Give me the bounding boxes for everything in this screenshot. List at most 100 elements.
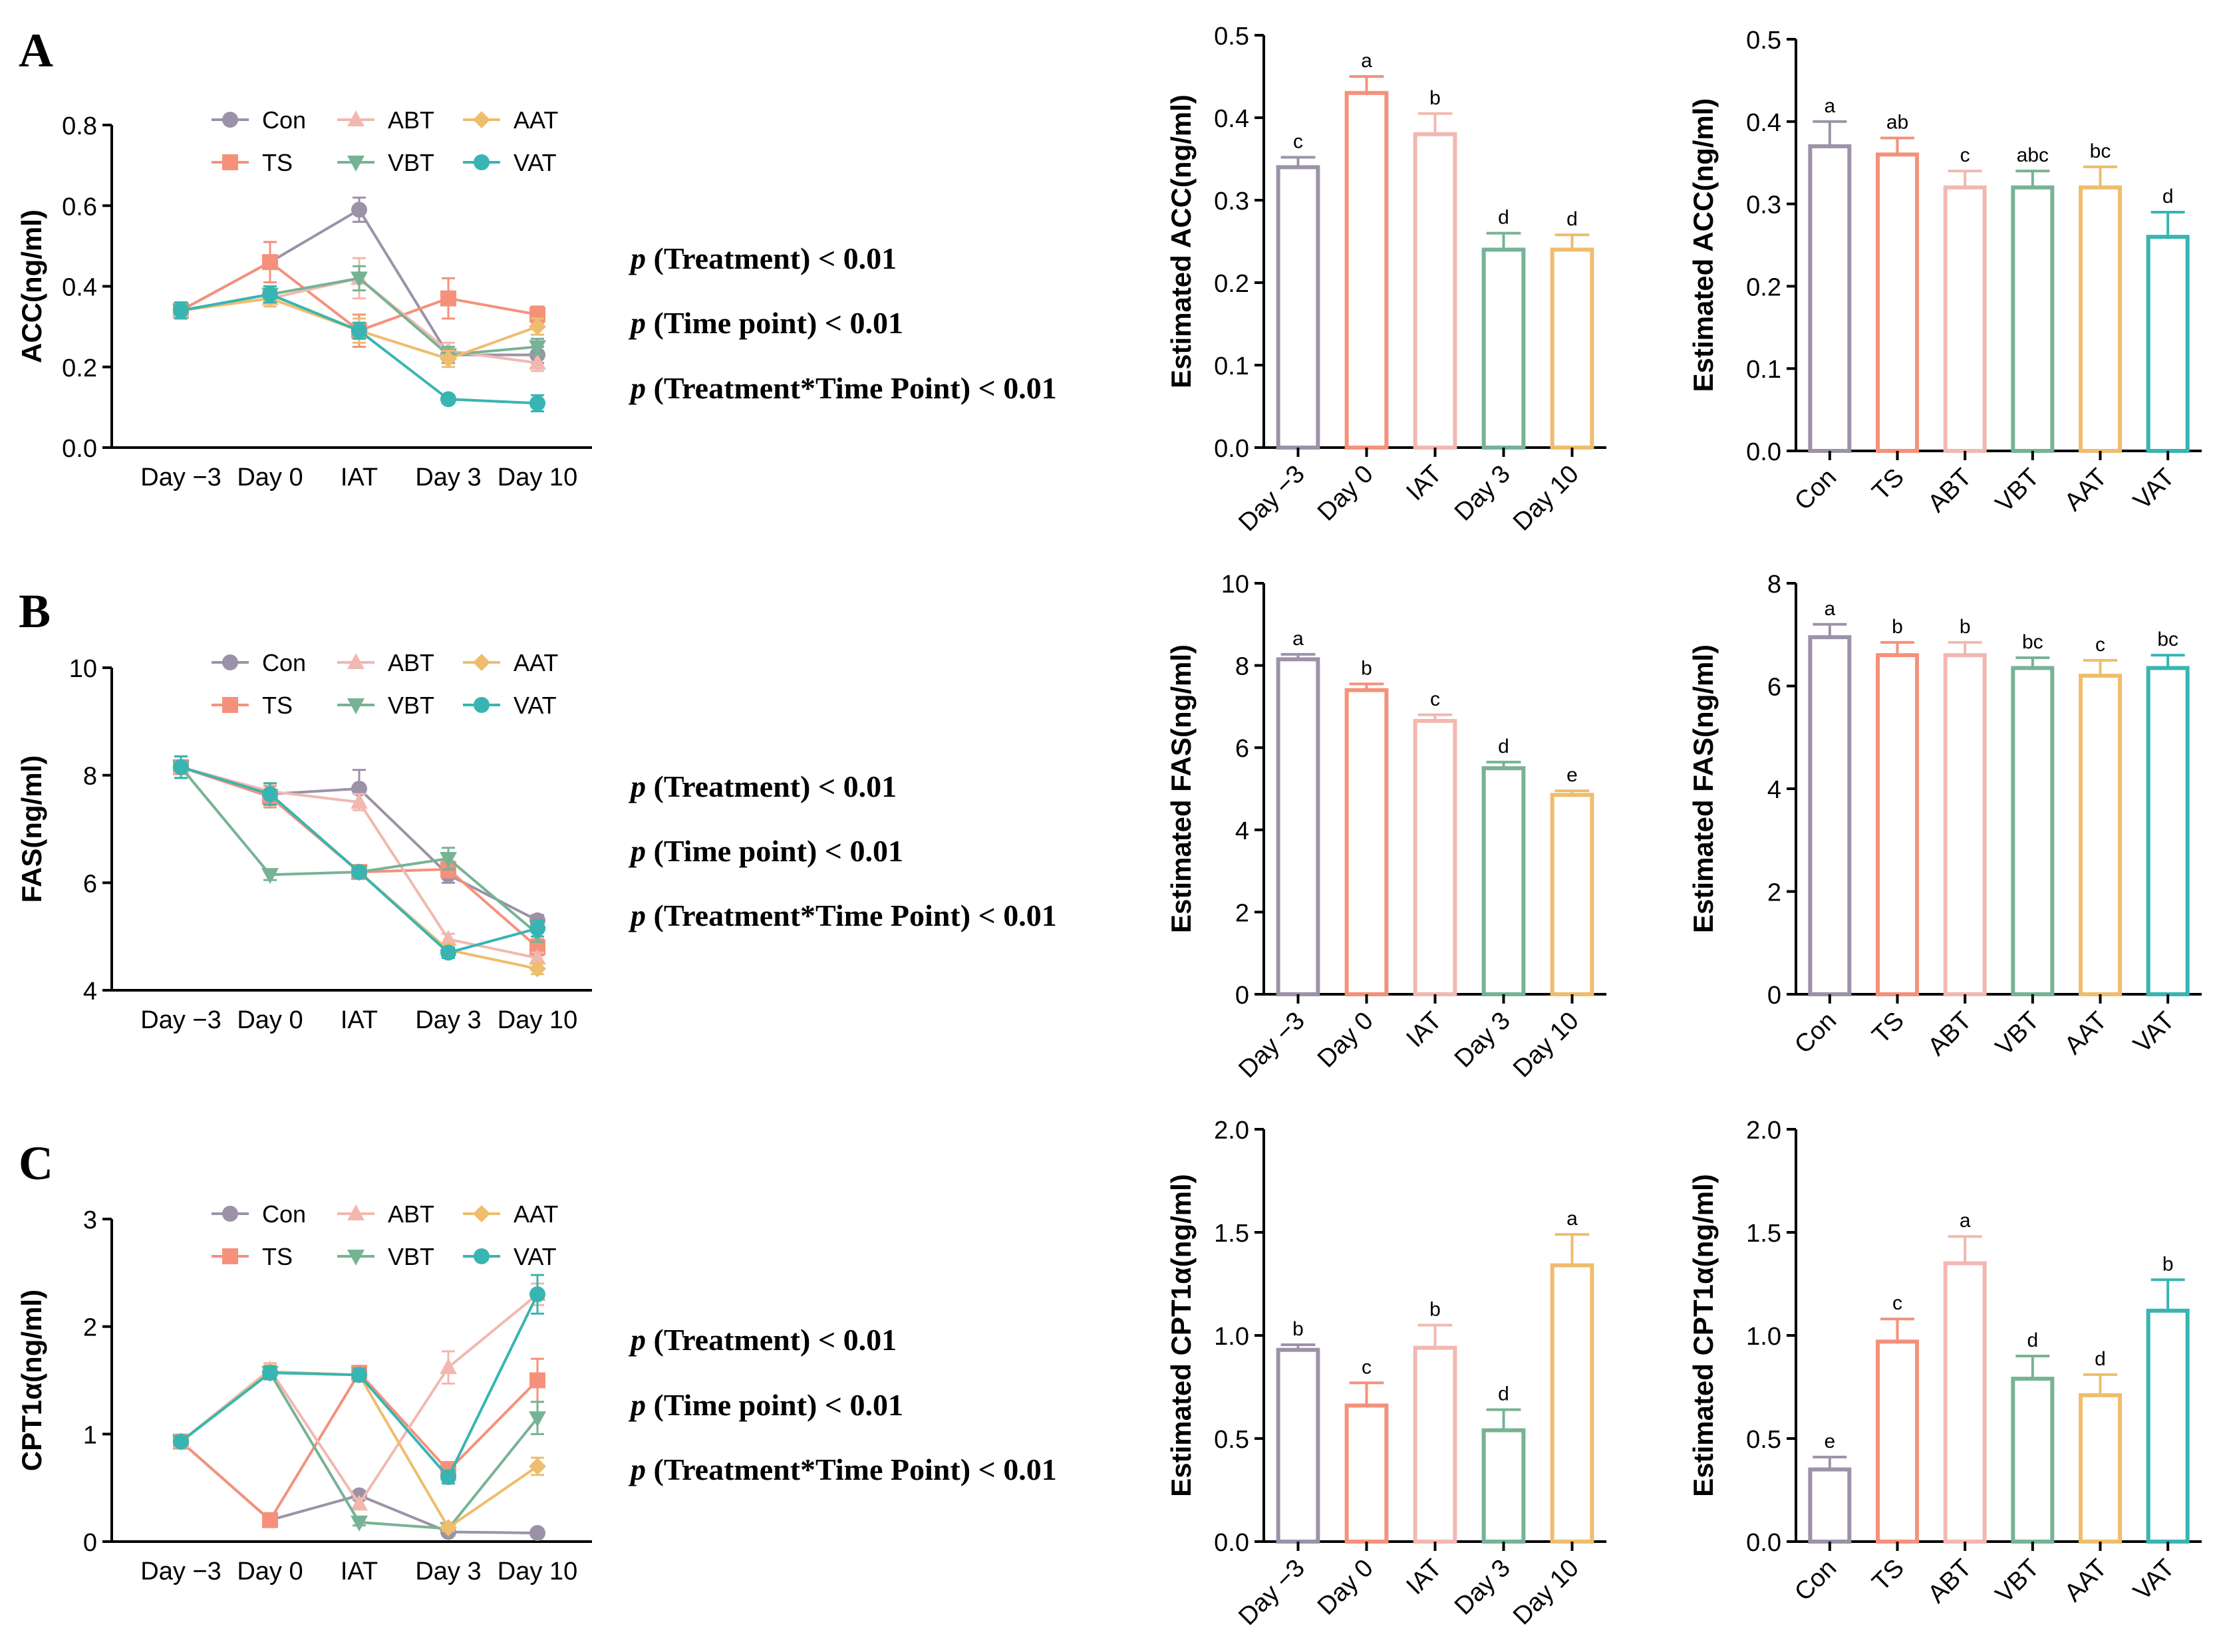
significance-letter: c bbox=[1362, 1356, 1372, 1378]
A-line-ytick-label: 0.6 bbox=[62, 193, 97, 221]
C-time-ytick-label: 1.5 bbox=[1214, 1220, 1249, 1248]
C-time-bar bbox=[1550, 1263, 1594, 1544]
C-time-bar bbox=[1344, 1403, 1389, 1544]
significance-letter: c bbox=[1430, 688, 1440, 710]
marker-aat bbox=[473, 1205, 490, 1222]
B-line-ytick-label: 6 bbox=[83, 870, 97, 898]
marker-vat bbox=[440, 1469, 456, 1485]
marker-vbt bbox=[347, 698, 365, 714]
C-trt-ylabel: Estimated CPT1α(ng/ml) bbox=[1688, 1174, 1719, 1497]
marker-vat bbox=[173, 302, 189, 319]
B-trt-xtick-label: AAT bbox=[2059, 1007, 2113, 1060]
C-trt-bar bbox=[2146, 1308, 2190, 1544]
B-time-ytick-label: 4 bbox=[1235, 817, 1249, 845]
C-trt-bar bbox=[2011, 1377, 2055, 1544]
significance-letter: b bbox=[1429, 1299, 1441, 1321]
marker-vbt bbox=[529, 1411, 546, 1428]
C-line-xtick-label: Day 10 bbox=[498, 1558, 577, 1585]
A-trt-bar bbox=[2079, 185, 2122, 453]
marker-ts bbox=[529, 1372, 545, 1389]
A-line-ytick-label: 0.4 bbox=[62, 274, 97, 302]
legend-label-abt: ABT bbox=[388, 649, 434, 676]
B-trt-xtick-label: VBT bbox=[1990, 1007, 2045, 1061]
significance-letter: c bbox=[1293, 131, 1303, 153]
A-time-xtick-label: IAT bbox=[1401, 460, 1447, 507]
marker-vat bbox=[173, 1433, 189, 1450]
B-line-xtick-label: Day −3 bbox=[140, 1006, 221, 1034]
marker-abt bbox=[529, 948, 546, 965]
A-line-ytick-label: 0.8 bbox=[62, 112, 97, 140]
legend-label-ts: TS bbox=[262, 149, 293, 176]
marker-con bbox=[222, 654, 238, 670]
C-trt-bar bbox=[1943, 1261, 1987, 1544]
C-trt-bar bbox=[1808, 1467, 1852, 1544]
marker-vat bbox=[440, 944, 456, 961]
C-trt-chart: 0.0 0.5 1.0 1.5 2.0 Estimated CPT1α(ng/ml) e Co… bbox=[1688, 1117, 2202, 1609]
A-trt-chart: 0.0 0.1 0.2 0.3 0.4 0.5 Estimated ACC(ng/ml) a C… bbox=[1688, 27, 2202, 518]
marker-vat bbox=[262, 1365, 278, 1381]
significance-letter: e bbox=[1566, 764, 1578, 786]
A-time-ytick-label: 0.3 bbox=[1214, 188, 1249, 215]
legend-label-ts: TS bbox=[262, 692, 293, 719]
C-line-legend: Con ABT AAT TS VBT VAT bbox=[212, 1200, 558, 1270]
B-trt-xtick-label: ABT bbox=[1923, 1007, 1978, 1061]
B-time-ytick-label: 10 bbox=[1221, 571, 1249, 599]
legend-label-vbt: VBT bbox=[388, 692, 434, 719]
marker-ts bbox=[262, 254, 278, 271]
A-trt-ytick-label: 0.4 bbox=[1746, 109, 1781, 137]
C-trt-xtick-label: TS bbox=[1867, 1554, 1910, 1597]
A-trt-ytick-label: 0.2 bbox=[1746, 273, 1781, 301]
panel-letter-b: B bbox=[19, 585, 51, 638]
significance-letter: d bbox=[1498, 1383, 1509, 1405]
marker-con bbox=[351, 780, 367, 797]
marker-vat bbox=[529, 920, 545, 937]
marker-abt bbox=[440, 1358, 457, 1375]
C-trt-bar bbox=[1876, 1339, 1919, 1544]
legend-label-con: Con bbox=[262, 1200, 306, 1228]
C-trt-ytick-label: 0.0 bbox=[1746, 1529, 1781, 1557]
significance-letter: b bbox=[2162, 1253, 2174, 1275]
panel-letter-a: A bbox=[19, 24, 53, 77]
marker-vat bbox=[474, 697, 490, 713]
marker-con bbox=[529, 1525, 545, 1542]
significance-letter: bc bbox=[2157, 628, 2178, 650]
A-line-legend: Con ABT AAT TS VBT VAT bbox=[212, 106, 558, 176]
A-time-bar bbox=[1481, 247, 1526, 450]
marker-abt bbox=[347, 110, 365, 126]
A-line-xtick-label: Day 3 bbox=[415, 464, 481, 491]
stat-A-treatment: p (Treatment) < 0.01 bbox=[631, 241, 897, 275]
C-trt-bar bbox=[2079, 1393, 2122, 1544]
C-trt-xtick-label: AAT bbox=[2059, 1554, 2113, 1607]
stat-C-treatment: p (Treatment) < 0.01 bbox=[631, 1323, 897, 1357]
marker-vbt bbox=[351, 1515, 368, 1532]
marker-abt bbox=[351, 793, 368, 809]
C-trt-ytick-label: 0.5 bbox=[1746, 1426, 1781, 1454]
B-trt-xtick-label: TS bbox=[1867, 1007, 1910, 1049]
significance-letter: d bbox=[2095, 1348, 2106, 1370]
B-line-ylabel: FAS(ng/ml) bbox=[16, 756, 47, 903]
B-trt-ytick-label: 4 bbox=[1767, 776, 1781, 804]
A-time-xtick-label: Day 3 bbox=[1449, 460, 1516, 527]
C-line-xtick-label: Day −3 bbox=[140, 1558, 221, 1585]
marker-vat bbox=[529, 1286, 545, 1303]
significance-letter: d bbox=[1498, 207, 1509, 229]
legend-label-ts: TS bbox=[262, 1243, 293, 1270]
C-line-ytick-label: 1 bbox=[83, 1421, 97, 1449]
legend-label-aat: AAT bbox=[514, 1200, 558, 1228]
C-trt-ytick-label: 2.0 bbox=[1746, 1117, 1781, 1145]
C-line-xtick-label: Day 3 bbox=[415, 1558, 481, 1585]
significance-letter: a bbox=[1960, 1210, 1971, 1232]
A-trt-xtick-label: Con bbox=[1789, 464, 1842, 516]
marker-aat bbox=[440, 1518, 457, 1536]
A-trt-xtick-label: TS bbox=[1867, 464, 1910, 506]
significance-letter: b bbox=[1429, 87, 1441, 109]
marker-abt bbox=[440, 930, 457, 946]
marker-vat bbox=[173, 759, 189, 775]
marker-ts bbox=[222, 697, 238, 713]
marker-ts bbox=[222, 154, 238, 170]
A-time-xtick-label: Day 0 bbox=[1312, 460, 1379, 527]
B-line-xtick-label: IAT bbox=[341, 1006, 378, 1034]
marker-vbt bbox=[440, 851, 457, 868]
C-line-ytick-label: 2 bbox=[83, 1314, 97, 1342]
B-time-bar bbox=[1550, 793, 1594, 997]
